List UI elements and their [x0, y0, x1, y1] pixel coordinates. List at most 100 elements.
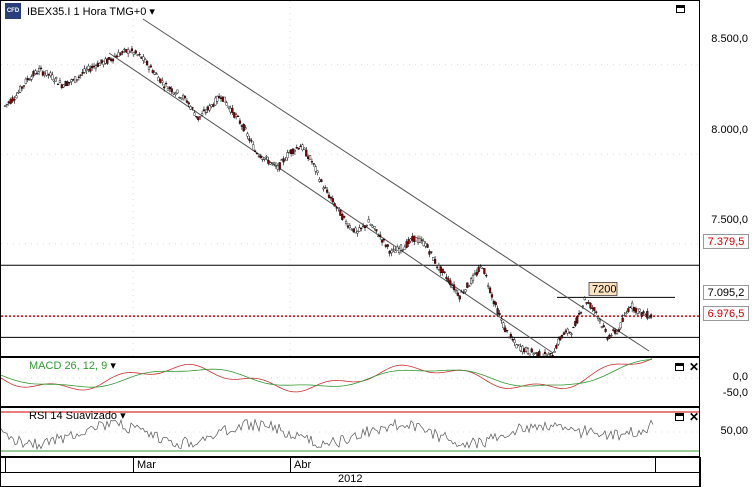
candle-body [41, 71, 44, 76]
candle-body [528, 353, 531, 356]
candle-body [271, 162, 274, 164]
macd-pane[interactable]: MACD 26, 12, 9 ▾ ✕ [0, 357, 700, 407]
candle-body [481, 267, 484, 270]
candle-body [254, 150, 257, 152]
candle-body [187, 102, 190, 105]
month-separator [290, 458, 291, 472]
candle-body [564, 330, 567, 333]
candle-body [168, 86, 171, 90]
candle-body [111, 58, 115, 62]
candle-body [89, 68, 92, 72]
chevron-down-icon[interactable]: ▾ [120, 410, 126, 422]
candle-body [485, 275, 488, 277]
candle-body [418, 238, 422, 243]
candle-body [263, 157, 266, 160]
candle-body [229, 107, 232, 113]
candle-body [11, 97, 14, 102]
candle-body [496, 308, 499, 315]
candle-body [517, 344, 520, 346]
candle-body [344, 221, 348, 224]
candle-body [138, 53, 141, 56]
candle-body [411, 236, 414, 241]
candle-body [445, 276, 448, 280]
chevron-down-icon[interactable]: ▾ [110, 360, 116, 372]
candle-body [394, 250, 397, 254]
candle-body [458, 295, 461, 300]
cfd-logo-icon: CFD [5, 3, 21, 19]
candle-body [392, 248, 395, 251]
chevron-down-icon[interactable]: ▾ [149, 6, 155, 18]
candle-body [108, 56, 111, 60]
candle-body [13, 99, 16, 101]
candle-body [178, 96, 181, 99]
candle-body [365, 224, 368, 227]
candle-body [360, 227, 363, 229]
candle-body [159, 78, 162, 83]
macd-title[interactable]: MACD 26, 12, 9 ▾ [29, 359, 116, 372]
candle-body [523, 348, 526, 353]
candle-body [352, 228, 355, 233]
candle-body [140, 56, 143, 59]
candle-body [276, 165, 279, 170]
candle-body [32, 71, 35, 77]
candle-body [331, 198, 334, 203]
maximize-icon[interactable] [675, 363, 684, 371]
candle-body [632, 307, 636, 312]
close-icon[interactable]: ✕ [689, 360, 700, 374]
candle-body [356, 231, 359, 234]
candle-body [282, 158, 285, 163]
candle-body [642, 311, 645, 314]
candle-body [219, 97, 223, 99]
channel-lower-line [108, 52, 554, 354]
candle-body [199, 116, 202, 118]
time-axis[interactable]: Mar Abr 2012 [0, 457, 700, 487]
candle-body [473, 273, 476, 275]
candle-body [310, 161, 314, 163]
candle-body [621, 317, 624, 322]
candle-body [110, 58, 113, 61]
candle-body [227, 105, 230, 108]
candle-body [449, 280, 452, 286]
month-separator [5, 458, 6, 472]
candle-body [343, 215, 346, 218]
candle-body [521, 345, 524, 353]
chart-title[interactable]: IBEX35.I 1 Hora TMG+0 ▾ [27, 5, 155, 18]
candle-body [358, 227, 361, 232]
candle-body [650, 314, 653, 318]
candle-body [532, 353, 535, 355]
rsi-pane[interactable]: RSI 14 Suavizado ▾ ✕ [0, 407, 700, 457]
price-pane[interactable]: 7200 CFD IBEX35.I 1 Hora TMG+0 ▾ [0, 0, 700, 357]
candle-body [375, 229, 378, 232]
candle-body [225, 102, 228, 106]
maximize-icon[interactable] [676, 5, 685, 13]
candle-body [5, 103, 8, 106]
candle-body [231, 107, 234, 113]
price-tick: 8.500,0 [711, 33, 748, 45]
candle-body [470, 278, 473, 284]
candle-body [631, 302, 634, 309]
rsi-chart[interactable] [1, 408, 700, 457]
close-icon[interactable]: ✕ [689, 410, 700, 424]
macd-chart[interactable] [1, 358, 700, 407]
candle-body [362, 225, 365, 228]
rsi-title[interactable]: RSI 14 Suavizado ▾ [29, 409, 126, 422]
candle-body [246, 133, 249, 137]
maximize-icon[interactable] [675, 413, 684, 421]
price-chart[interactable]: 7200 [1, 1, 700, 357]
candle-body [502, 322, 505, 329]
candle-body [382, 239, 386, 241]
candle-body [301, 144, 304, 151]
candle-body [398, 248, 401, 253]
candle-body [164, 82, 168, 85]
candle-body [75, 79, 79, 81]
candle-body [346, 225, 350, 228]
candle-body [348, 225, 351, 228]
candle-body [379, 234, 382, 237]
candle-body [214, 97, 217, 106]
candle-body [574, 320, 577, 326]
candle-body [430, 251, 433, 253]
candle-body [176, 89, 179, 94]
candle-body [447, 278, 450, 282]
candle-body [468, 285, 471, 287]
candle-body [233, 112, 236, 118]
